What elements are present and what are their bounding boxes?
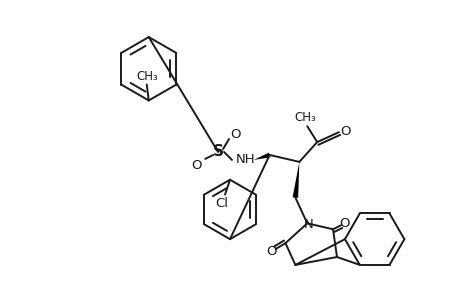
Polygon shape [253,153,270,160]
Text: O: O [230,128,241,141]
Text: O: O [190,159,201,172]
Text: O: O [339,217,349,230]
Text: Cl: Cl [215,197,228,210]
Text: CH₃: CH₃ [135,70,157,83]
Text: NH: NH [235,153,255,167]
Text: N: N [303,218,313,231]
Text: O: O [266,244,276,258]
Polygon shape [292,162,299,198]
Text: S: S [212,145,223,160]
Text: CH₃: CH₃ [294,111,315,124]
Text: O: O [340,125,350,138]
